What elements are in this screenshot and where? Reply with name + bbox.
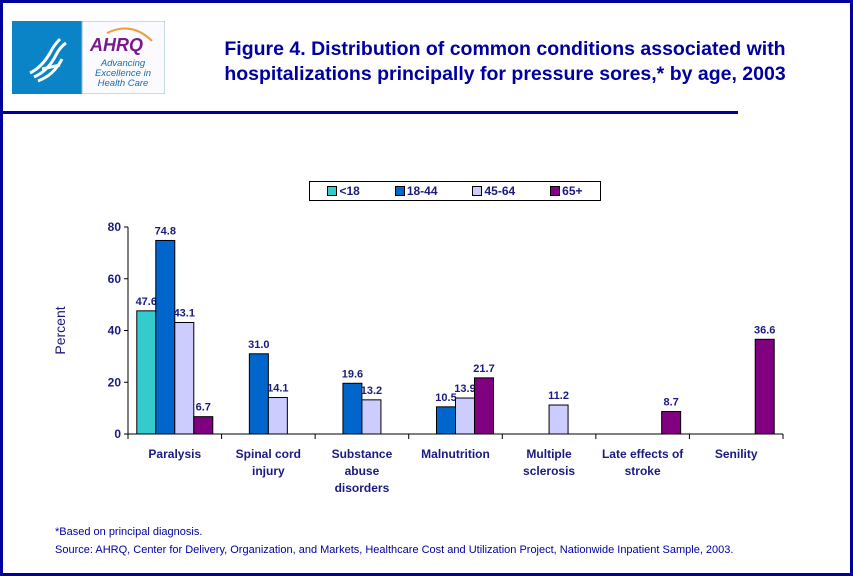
y-tick-label: 80 bbox=[108, 220, 122, 234]
header-divider bbox=[3, 111, 738, 114]
legend-item: 45-64 bbox=[472, 184, 515, 198]
source-note: Source: AHRQ, Center for Delivery, Organ… bbox=[55, 544, 734, 556]
legend-swatch bbox=[550, 186, 561, 196]
data-label: 14.1 bbox=[267, 383, 288, 395]
category-label: injury bbox=[252, 464, 285, 478]
data-label: 21.7 bbox=[473, 363, 494, 375]
bar-<18-0 bbox=[136, 310, 157, 435]
category-label: abuse bbox=[345, 464, 380, 478]
category-label: Multiple bbox=[526, 447, 572, 461]
bar-chart: 0 20 40 60 80 Percent 47.6 74.8 31.0 19.6 10.5 43.1… bbox=[52, 220, 784, 495]
svg-text:Advancing: Advancing bbox=[100, 58, 146, 69]
category-label: Senility bbox=[715, 447, 758, 461]
category-label: Substance bbox=[332, 447, 393, 461]
data-label: 8.7 bbox=[663, 396, 678, 408]
legend-swatch bbox=[394, 186, 405, 196]
y-tick-label: 60 bbox=[108, 272, 122, 286]
title-line-1: Figure 4. Distribution of common conditi… bbox=[224, 38, 786, 60]
category-label: Late effects of bbox=[602, 447, 684, 461]
ahrq-hhs-logo: AHRQ Advancing Excellence in Health Care bbox=[12, 21, 165, 94]
bar-18-44-2 bbox=[342, 382, 363, 435]
figure-title: Figure 4. Distribution of common conditi… bbox=[175, 37, 835, 87]
data-label: 31.0 bbox=[248, 339, 269, 351]
svg-text:AHRQ: AHRQ bbox=[89, 35, 143, 55]
y-tick-label: 0 bbox=[114, 427, 121, 441]
svg-text:Health Care: Health Care bbox=[98, 78, 149, 89]
legend-label: 45-64 bbox=[484, 184, 516, 198]
legend-label: 65+ bbox=[562, 184, 583, 198]
legend-item: 18-44 bbox=[394, 184, 438, 198]
category-label: disorders bbox=[335, 481, 390, 495]
data-label: 74.8 bbox=[155, 225, 176, 237]
bar-65+-3 bbox=[474, 377, 494, 435]
data-label: 19.6 bbox=[342, 368, 363, 380]
legend-swatch bbox=[472, 186, 483, 196]
category-label: sclerosis bbox=[523, 464, 575, 478]
bar-18-44-3 bbox=[436, 406, 456, 435]
bar-65+-5 bbox=[661, 410, 682, 435]
data-label: 47.6 bbox=[136, 296, 157, 308]
bar-18-44-1 bbox=[248, 353, 269, 435]
bar-45-64-4 bbox=[548, 404, 569, 435]
bar-45-64-0 bbox=[174, 321, 195, 435]
data-label: 11.2 bbox=[548, 390, 569, 402]
category-label: Malnutrition bbox=[421, 447, 490, 461]
legend-item: <18 bbox=[327, 184, 360, 198]
bar-65+-0 bbox=[193, 416, 214, 435]
title-line-2: hospitalizations principally for pressur… bbox=[224, 63, 786, 85]
legend-swatch bbox=[327, 186, 338, 196]
legend-label: 18-44 bbox=[406, 184, 438, 198]
category-label: stroke bbox=[625, 464, 661, 478]
y-axis-label: Percent bbox=[52, 306, 68, 354]
svg-text:Excellence in: Excellence in bbox=[95, 68, 151, 79]
footnote: *Based on principal diagnosis. bbox=[55, 526, 203, 538]
data-label: 13.2 bbox=[361, 385, 382, 397]
bar-45-64-3 bbox=[455, 397, 475, 435]
y-tick-label: 20 bbox=[108, 375, 122, 389]
category-label: Spinal cord bbox=[236, 447, 301, 461]
data-label: 36.6 bbox=[754, 324, 775, 336]
category-label: Paralysis bbox=[148, 447, 201, 461]
bar-18-44-0 bbox=[155, 239, 176, 435]
data-label: 10.5 bbox=[435, 392, 456, 404]
legend-item: 65+ bbox=[550, 184, 583, 198]
bar-45-64-1 bbox=[267, 397, 288, 435]
chart-legend: <18 18-44 45-64 65+ bbox=[309, 181, 601, 201]
data-label: 13.9 bbox=[454, 383, 475, 395]
bar-65+-6 bbox=[754, 338, 775, 435]
legend-label: <18 bbox=[339, 184, 360, 198]
data-label: 43.1 bbox=[174, 307, 195, 319]
data-label: 6.7 bbox=[196, 402, 211, 414]
bar-45-64-2 bbox=[361, 399, 382, 435]
y-tick-label: 40 bbox=[108, 324, 122, 338]
